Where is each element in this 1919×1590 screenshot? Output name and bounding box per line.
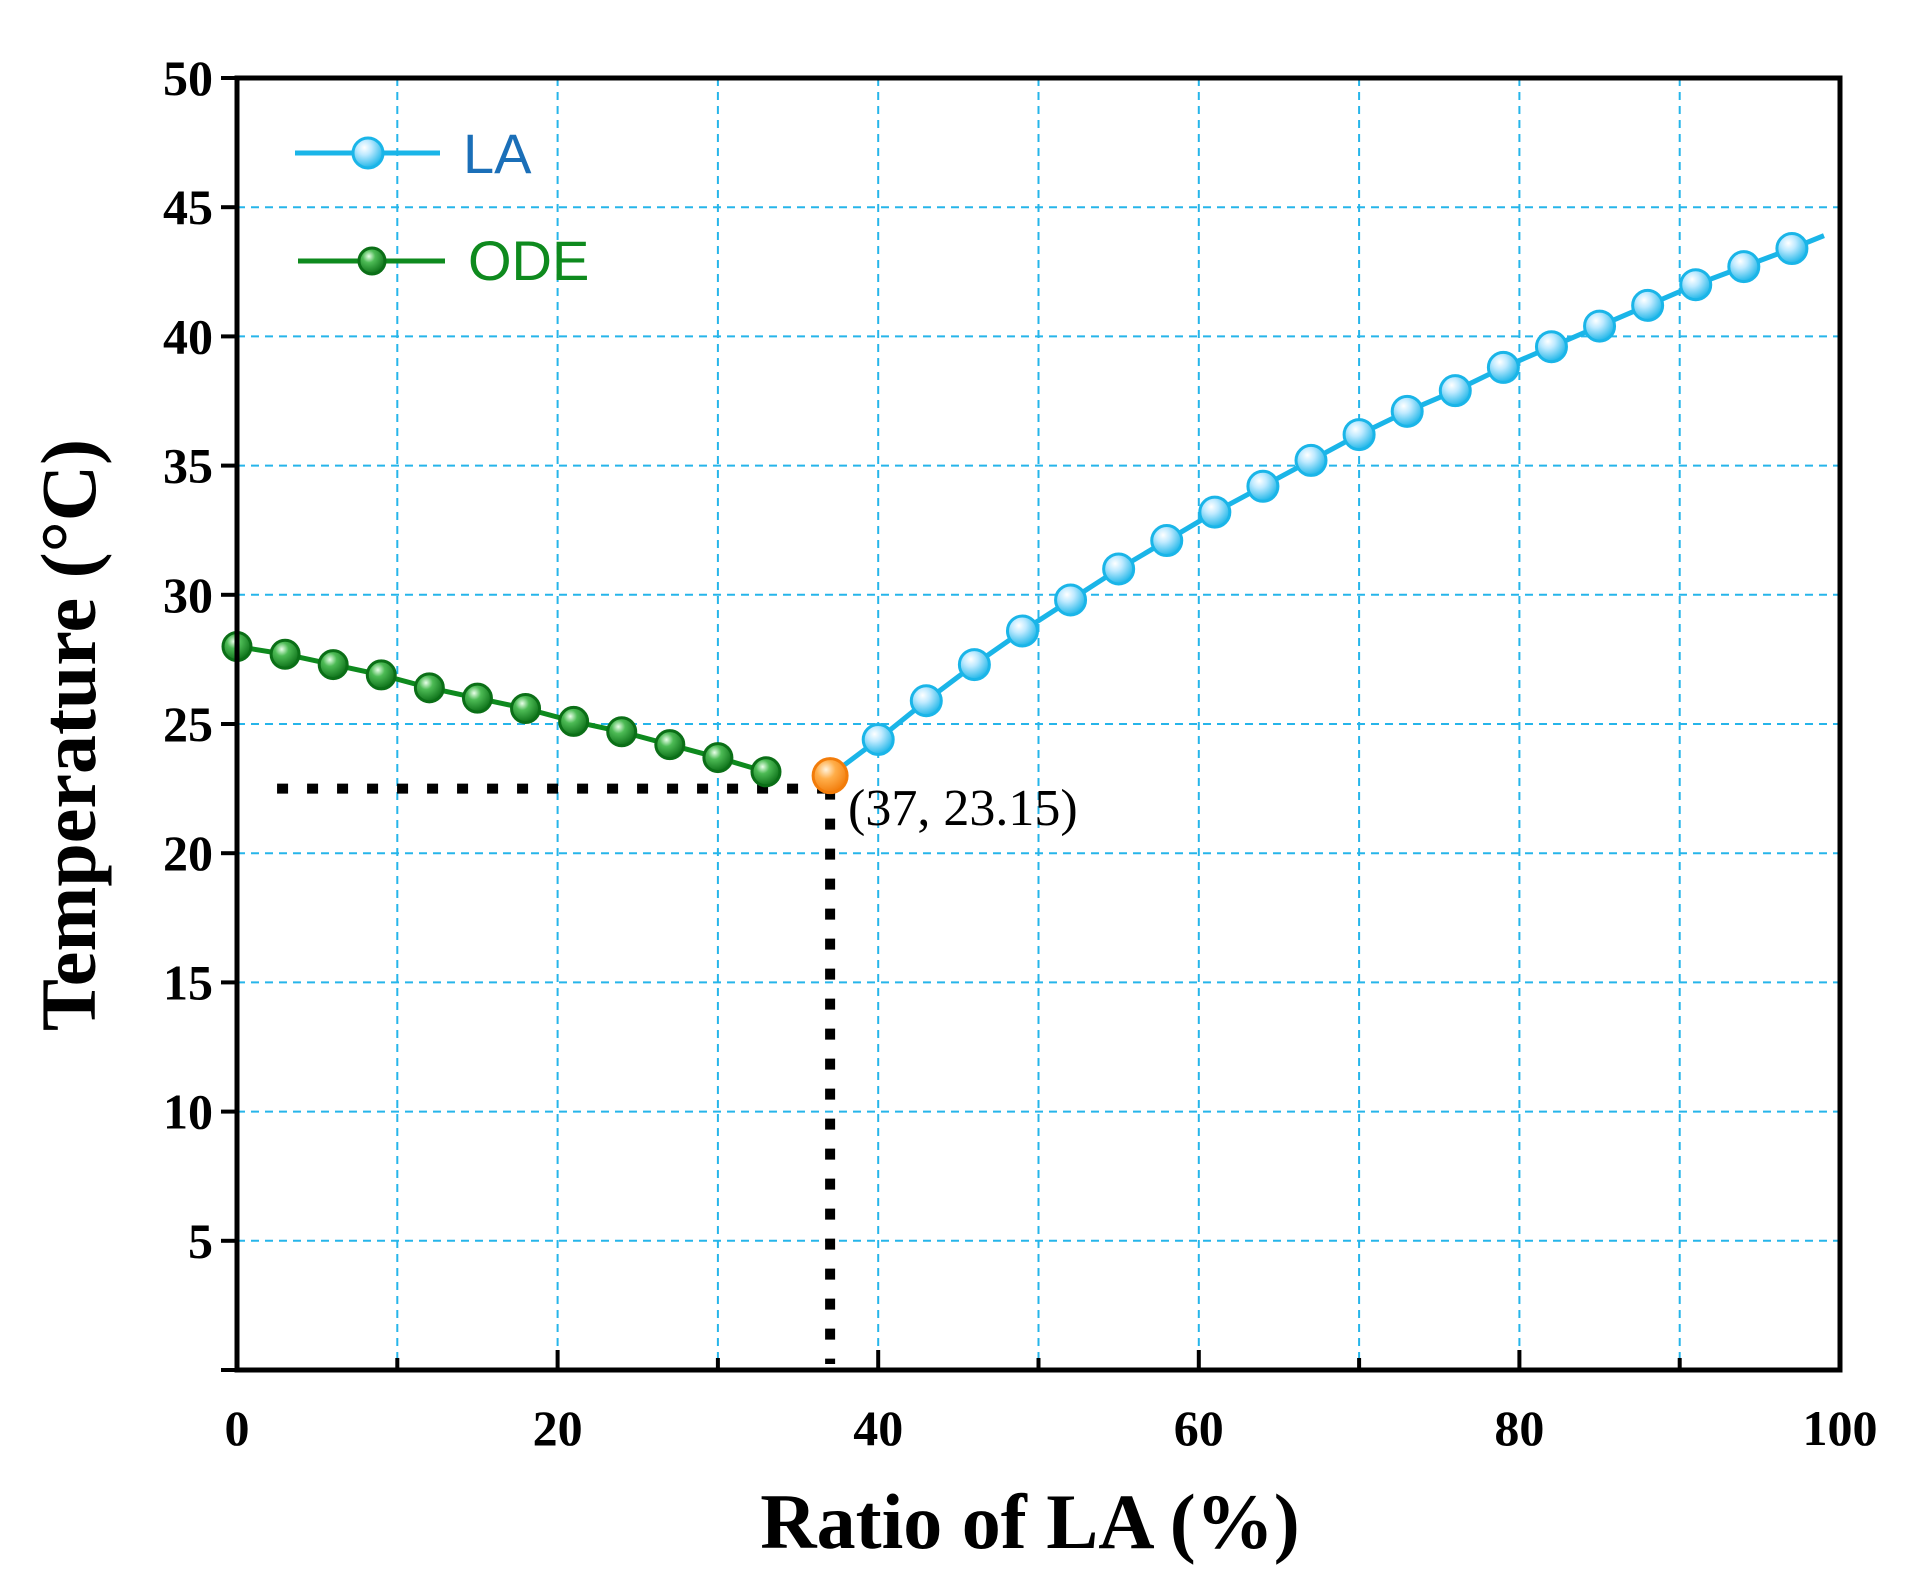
legend-label-ode: ODE: [468, 229, 589, 292]
la-data-point: [1102, 552, 1136, 586]
y-tick-label: 35: [163, 438, 213, 494]
la-data-point: [1198, 495, 1232, 529]
annotation-label: (37, 23.15): [848, 780, 1078, 837]
la-data-point: [1727, 250, 1761, 284]
ode-data-point: [606, 716, 638, 748]
la-data-point: [1054, 583, 1088, 617]
la-series-line: [828, 233, 1825, 778]
la-data-point: [861, 723, 895, 757]
la-data-point: [1486, 350, 1520, 384]
x-axis-title: Ratio of LA (%): [760, 1478, 1299, 1565]
ode-data-point: [269, 638, 301, 670]
y-tick-label: 15: [163, 954, 213, 1010]
la-data-point: [909, 684, 943, 718]
ode-data-point: [654, 729, 686, 761]
y-tick-label: 50: [163, 50, 213, 106]
legend-marker-la: [351, 136, 385, 170]
ode-data-point: [461, 682, 493, 714]
la-data-point: [1150, 524, 1184, 558]
y-tick-label: 20: [163, 825, 213, 881]
y-tick-label: 10: [163, 1084, 213, 1140]
la-data-point: [1390, 394, 1424, 428]
la-data-point: [1534, 330, 1568, 364]
la-data-point: [1583, 309, 1617, 343]
x-tick-label: 80: [1494, 1400, 1544, 1456]
legend-marker-ode: [357, 246, 387, 276]
ode-data-point: [365, 659, 397, 691]
la-data-point: [1246, 469, 1280, 503]
ode-data-point: [558, 705, 590, 737]
y-axis-title: Temperature (°C): [25, 439, 112, 1031]
ode-series-line: [236, 644, 767, 775]
la-data-point: [1631, 288, 1665, 322]
la-data-point: [957, 648, 991, 682]
la-data-point: [1005, 614, 1039, 648]
legend-label-la: LA: [463, 122, 532, 185]
legend-item-ode: ODE: [298, 229, 589, 292]
y-tick-label: 30: [163, 567, 213, 623]
la-data-point: [1679, 268, 1713, 302]
x-tick-label: 40: [853, 1400, 903, 1456]
guide-lines: [277, 783, 836, 1364]
x-tick-label: 0: [225, 1400, 250, 1456]
la-data-point: [1294, 443, 1328, 477]
legend: LA ODE: [295, 122, 589, 292]
ode-data-point: [702, 742, 734, 774]
x-tick-label: 100: [1803, 1400, 1878, 1456]
ode-data-point: [317, 649, 349, 681]
la-data-point: [1775, 232, 1809, 266]
ode-data-point: [510, 692, 542, 724]
la-data-point: [1342, 418, 1376, 452]
eutectic-point-marker: [811, 757, 849, 795]
y-tick-label: 45: [163, 179, 213, 235]
ode-data-point: [413, 672, 445, 704]
x-tick-label: 60: [1174, 1400, 1224, 1456]
legend-item-la: LA: [295, 122, 532, 185]
axis-ticks: 0 20 40 60 80 100 5 10 15 20 25 30 35 40 45 50: [163, 50, 1878, 1456]
series-layer: [221, 232, 1825, 795]
y-tick-label: 40: [163, 308, 213, 364]
la-data-point: [1438, 374, 1472, 408]
y-tick-label: 5: [188, 1213, 213, 1269]
ode-data-point: [750, 756, 782, 788]
x-tick-label: 20: [533, 1400, 583, 1456]
y-tick-label: 25: [163, 696, 213, 752]
